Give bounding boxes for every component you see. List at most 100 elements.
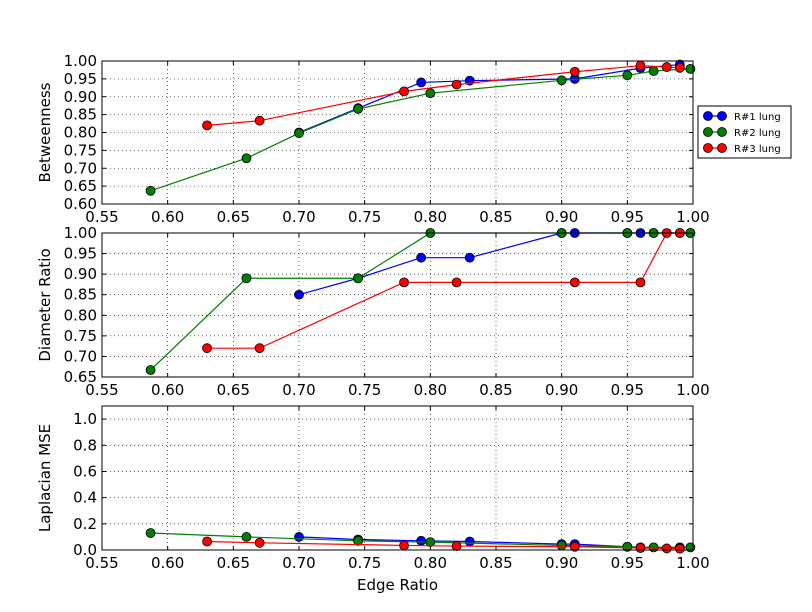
series-r-3-lung (202, 536, 685, 554)
axes-frame (101, 60, 694, 205)
x-tick-label: 0.85 (479, 381, 512, 399)
subplot-3: 0.55 0.60 0.65 0.70 0.75 0.80 0.85 0.90 0.95 1.00… (36, 405, 710, 594)
data-point (353, 535, 364, 546)
data-point (294, 532, 304, 542)
legend-marker (717, 143, 727, 153)
data-point (241, 273, 252, 284)
data-point (353, 273, 364, 284)
data-point (674, 543, 685, 554)
x-tick-label: 0.70 (282, 381, 315, 399)
y-tick-label: 0.95 (64, 245, 97, 263)
data-point (399, 86, 409, 97)
y-tick-label: 1.0 (73, 410, 97, 428)
plot-area (102, 406, 693, 550)
y-tick-label: 0.75 (64, 327, 97, 345)
x-tick-label: 0.95 (611, 381, 644, 399)
x-tick-label: 0.90 (545, 554, 578, 572)
y-tick-label: 0.60 (64, 195, 97, 213)
data-point (635, 543, 646, 553)
y-tick-label: 0.90 (64, 88, 97, 106)
data-point (425, 88, 436, 99)
x-tick-label: 0.65 (217, 554, 250, 572)
subplot-1: 0.55 0.60 0.65 0.70 0.75 0.80 0.85 0.90 0.95 1.00… (36, 52, 792, 226)
series-line (207, 232, 680, 349)
data-point (254, 115, 265, 126)
data-point (685, 63, 696, 74)
axes-frame (101, 405, 694, 551)
data-point (635, 277, 646, 288)
data-point (635, 60, 646, 71)
data-point (556, 540, 567, 551)
y-tick-label: 0.2 (73, 515, 97, 533)
y-tick-label: 0.85 (64, 106, 97, 124)
y-tick-label: 0.75 (64, 141, 97, 159)
data-point (241, 153, 252, 164)
series-r-2-lung (145, 63, 696, 196)
data-point (451, 277, 462, 288)
x-tick-label: 0.75 (348, 208, 381, 226)
x-tick-label: 0.95 (611, 554, 644, 572)
legend-marker (717, 111, 727, 121)
y-tick-label: 0.4 (73, 489, 97, 507)
data-point (451, 79, 462, 90)
legend-marker (703, 111, 713, 121)
legend-marker (703, 143, 713, 153)
legend-label: R#2 lung (734, 128, 781, 139)
x-tick-label: 0.60 (151, 208, 184, 226)
x-tick-label: 0.60 (151, 554, 184, 572)
data-point (569, 66, 580, 77)
x-tick-label: 0.80 (414, 208, 447, 226)
data-point (425, 537, 436, 548)
data-point (464, 536, 475, 547)
data-point (416, 535, 427, 546)
y-tick-label: 0.85 (64, 286, 97, 304)
x-tick-label: 0.65 (217, 208, 250, 226)
data-point (202, 343, 212, 354)
data-point (399, 277, 409, 288)
x-tick-label: 0.75 (348, 554, 381, 572)
plot-area (102, 233, 693, 377)
x-tick-label: 0.55 (85, 554, 118, 572)
x-tick-label: 0.95 (611, 208, 644, 226)
data-point (685, 542, 696, 553)
data-point (145, 365, 156, 375)
legend-label: R#1 lung (734, 112, 781, 123)
data-point (648, 542, 659, 553)
data-point (202, 536, 212, 547)
y-tick-label: 0.70 (64, 347, 97, 365)
y-tick-label: 1.00 (64, 224, 97, 242)
data-point (569, 277, 580, 288)
x-tick-label: 0.80 (414, 381, 447, 399)
series-r-3-lung (202, 60, 685, 131)
legend-label: R#3 lung (734, 144, 781, 155)
y-tick-label: 0.0 (73, 541, 97, 559)
data-point (145, 185, 156, 196)
x-tick-label: 1.00 (676, 554, 709, 572)
x-tick-label: 0.70 (282, 208, 315, 226)
x-tick-label: 0.65 (217, 381, 250, 399)
data-point (661, 62, 672, 72)
legend-marker (717, 127, 727, 137)
x-tick-label: 0.90 (545, 208, 578, 226)
data-point (661, 543, 672, 554)
data-point (464, 252, 475, 263)
x-tick-label: 0.60 (151, 381, 184, 399)
x-tick-label: 0.55 (85, 381, 118, 399)
y-tick-label: 0.80 (64, 306, 97, 324)
data-point (353, 104, 364, 114)
legend-marker (703, 127, 713, 137)
y-tick-label: 0.80 (64, 124, 97, 142)
data-point (294, 128, 304, 139)
y-tick-label: 0.6 (73, 462, 97, 480)
y-axis-label: Laplacian MSE (36, 424, 54, 532)
data-point (569, 541, 580, 552)
x-tick-label: 0.75 (348, 381, 381, 399)
y-tick-label: 0.90 (64, 265, 97, 283)
data-point (416, 252, 427, 263)
legend: R#1 lung R#2 lung R#3 lung (697, 105, 792, 159)
data-point (416, 77, 427, 88)
series-r-3-lung (202, 228, 685, 354)
data-point (399, 540, 409, 551)
y-tick-label: 0.8 (73, 436, 97, 454)
